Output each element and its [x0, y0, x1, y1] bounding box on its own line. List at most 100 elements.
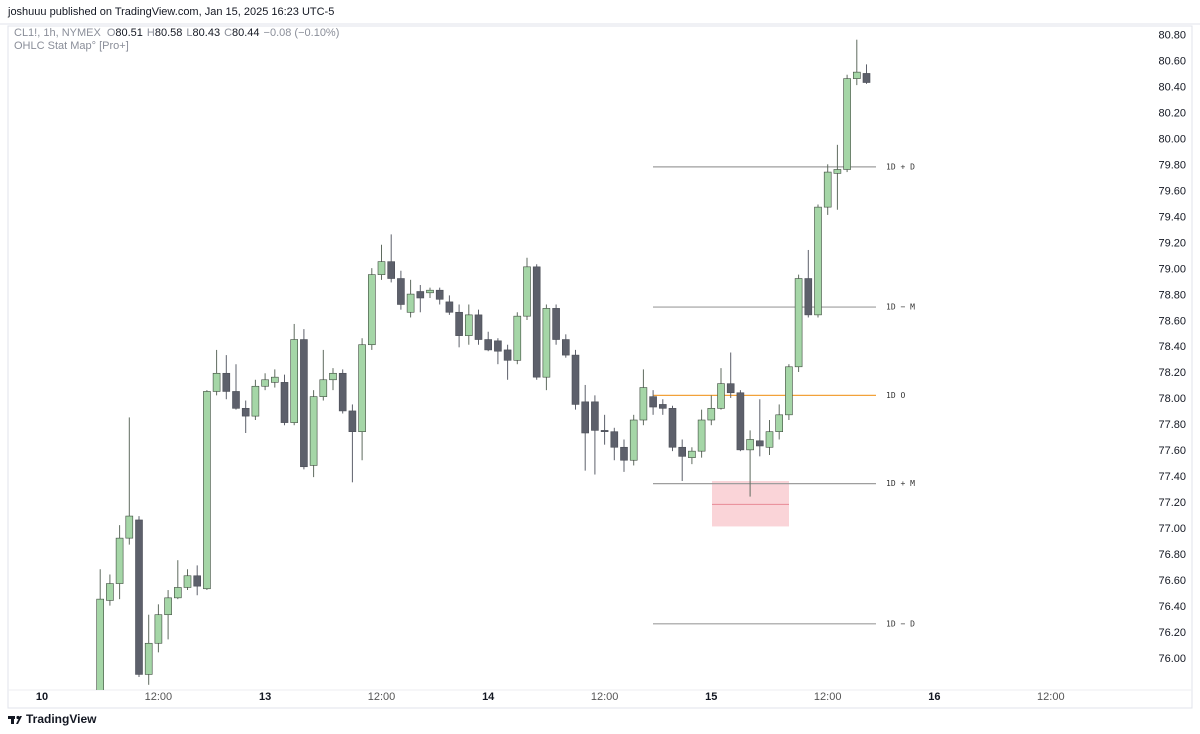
candle-body — [367, 274, 376, 346]
candle-body — [464, 314, 473, 336]
candle-body — [717, 383, 725, 409]
candle-body — [775, 414, 784, 432]
candle-body — [144, 642, 153, 675]
candle-body — [678, 446, 687, 457]
candle-body — [387, 261, 396, 279]
x-tick-label: 15 — [705, 691, 717, 703]
candle-body — [397, 278, 405, 305]
level-label: 1D − M — [886, 303, 915, 312]
candle-body — [794, 278, 803, 368]
candle-body — [843, 78, 851, 170]
candle-body — [746, 439, 754, 451]
y-tick-label: 78.80 — [1158, 289, 1186, 301]
candle-body — [755, 440, 764, 447]
x-tick-label: 12:00 — [368, 691, 396, 703]
candle-body — [862, 73, 871, 83]
ohlc-value: 80.43 — [193, 27, 221, 39]
candle-body — [823, 171, 832, 208]
candle-body — [658, 404, 667, 409]
ohlc-label: L — [186, 27, 192, 39]
candle-body — [193, 575, 201, 587]
candle-body — [561, 339, 570, 356]
candle-body — [338, 372, 347, 412]
y-tick-label: 79.20 — [1158, 237, 1186, 249]
x-tick-label: 14 — [482, 691, 495, 703]
plot-area: 1D + D 1D − M 1D O 1D + M 1D − D — [96, 39, 915, 690]
tv-logo — [8, 715, 22, 724]
level-label: 1D − D — [886, 619, 915, 628]
candle-body — [629, 419, 638, 461]
candle-body — [523, 266, 531, 317]
candle-body — [309, 396, 318, 466]
candle-body — [455, 311, 463, 336]
candle-body — [96, 598, 104, 690]
candle-body — [154, 614, 163, 644]
candle-body — [833, 169, 842, 174]
candle-body — [688, 450, 696, 458]
candle-body — [203, 391, 211, 590]
y-tick-label: 80.20 — [1158, 108, 1186, 120]
candle-body — [484, 339, 493, 351]
candle-body — [726, 383, 735, 394]
y-tick-label: 78.00 — [1158, 393, 1186, 405]
candle-body — [707, 408, 716, 421]
candle-body — [620, 446, 628, 461]
y-tick-label: 79.00 — [1158, 263, 1186, 275]
candle-body — [474, 314, 483, 340]
y-tick-label: 76.20 — [1158, 627, 1186, 639]
symbol-legend: CL1!, 1h, NYMEX O80.51 H80.58 L80.43 C80.44−… — [14, 27, 339, 39]
candle-body — [300, 339, 308, 468]
candle-body — [348, 410, 357, 432]
y-tick-label: 79.60 — [1158, 185, 1186, 197]
y-tick-label: 78.60 — [1158, 315, 1186, 327]
candle-body — [377, 261, 386, 275]
candle-body — [804, 278, 813, 316]
candle-body — [329, 372, 337, 381]
y-tick-label: 79.40 — [1158, 211, 1186, 223]
y-tick-label: 79.80 — [1158, 159, 1186, 171]
ohlc-label: O — [107, 27, 116, 39]
candle-body — [174, 587, 182, 599]
candle-body — [125, 515, 134, 539]
y-tick-label: 80.60 — [1158, 56, 1186, 68]
candle-body — [319, 379, 328, 397]
candle-body — [358, 344, 366, 432]
candle-body — [814, 206, 822, 316]
brand: TradingView — [26, 712, 97, 726]
candle-body — [513, 315, 522, 361]
candle-body — [532, 266, 541, 378]
indicator-name: OHLC Stat Map° [Pro+] — [14, 40, 129, 52]
x-tick-label: 12:00 — [1037, 691, 1065, 703]
y-tick-label: 78.40 — [1158, 341, 1186, 353]
level-label: 1D O — [886, 391, 905, 400]
ohlc-value: 80.51 — [115, 27, 143, 39]
candle-body — [135, 519, 143, 675]
candle-body — [610, 431, 619, 448]
ohlc-label: H — [147, 27, 155, 39]
ohlc-label: C — [224, 27, 232, 39]
y-tick-label: 77.00 — [1158, 523, 1186, 535]
x-tick-label: 12:00 — [591, 691, 619, 703]
candle-body — [571, 354, 580, 405]
level-label: 1D + M — [886, 479, 915, 488]
candle-body — [591, 401, 599, 431]
y-tick-label: 80.40 — [1158, 82, 1186, 94]
candle-body — [251, 385, 260, 417]
y-tick-label: 77.60 — [1158, 445, 1186, 457]
candle-body — [406, 293, 415, 313]
candle-body — [435, 289, 444, 300]
candle-body — [290, 339, 299, 423]
y-tick-label: 80.00 — [1158, 134, 1186, 146]
y-tick-label: 76.80 — [1158, 549, 1186, 561]
candle-body — [280, 382, 289, 423]
candle-body — [736, 392, 745, 451]
y-tick-label: 77.80 — [1158, 419, 1186, 431]
symbol: CL1!, 1h, NYMEX — [14, 27, 101, 39]
candle-body — [494, 340, 502, 352]
level-label: 1D + D — [886, 162, 915, 171]
candle-body — [581, 401, 590, 434]
y-tick-label: 76.40 — [1158, 601, 1186, 613]
candle-body — [212, 372, 221, 392]
